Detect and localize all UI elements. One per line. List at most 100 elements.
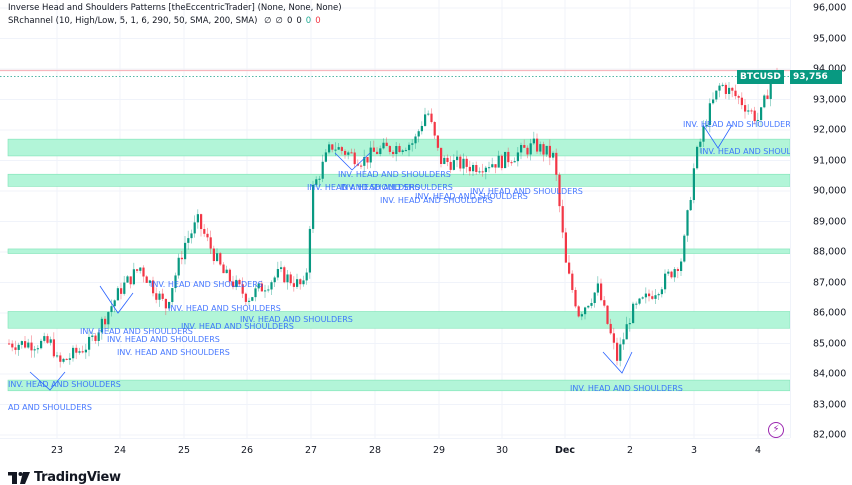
candle bbox=[545, 145, 548, 155]
candle bbox=[619, 344, 622, 361]
candle bbox=[484, 167, 487, 173]
time-tick-label: 23 bbox=[50, 445, 64, 456]
candle bbox=[155, 293, 158, 300]
candle bbox=[209, 237, 212, 249]
candle bbox=[97, 332, 100, 341]
price-axis[interactable]: 96,000 95,000 94,000 93,000 92,000 91,000 90,0… bbox=[790, 0, 852, 441]
candle bbox=[654, 295, 657, 299]
candle bbox=[116, 288, 119, 301]
lightning-icon[interactable]: ⚡ bbox=[768, 422, 784, 438]
candle bbox=[20, 341, 23, 345]
indicator-legend: Inverse Head and Shoulders Patterns [the… bbox=[8, 2, 342, 28]
candle bbox=[244, 293, 247, 302]
candle bbox=[395, 146, 398, 155]
candle bbox=[683, 235, 686, 262]
candle bbox=[411, 143, 414, 145]
candle bbox=[571, 273, 574, 290]
legend-indicator-ihs[interactable]: Inverse Head and Shoulders Patterns [the… bbox=[8, 2, 342, 15]
candle bbox=[340, 147, 343, 151]
time-axis[interactable]: 23 24 25 26 27 28 29 30 Dec 2 3 4 bbox=[0, 438, 790, 462]
pattern-annotation: INV. HEAD AND SHOULDERS bbox=[700, 147, 790, 156]
candle bbox=[337, 147, 340, 150]
price-tick-label: 82,000 bbox=[813, 429, 847, 441]
pattern-annotation: INV. HEAD AND SHOULDERS bbox=[340, 183, 453, 192]
pattern-annotation: INV. HEAD AND SHOULDERS bbox=[8, 380, 121, 389]
candle bbox=[424, 114, 427, 126]
candle bbox=[507, 151, 510, 163]
candle bbox=[555, 152, 558, 175]
candle bbox=[635, 303, 638, 305]
candle bbox=[539, 144, 542, 152]
last-price-value: 93,756 bbox=[793, 72, 828, 82]
time-tick-label: 2 bbox=[626, 445, 634, 456]
candle bbox=[420, 125, 423, 132]
candle bbox=[494, 164, 497, 168]
candle bbox=[472, 164, 475, 172]
candle bbox=[81, 351, 84, 353]
candle bbox=[225, 269, 228, 274]
candle bbox=[212, 248, 215, 262]
candle bbox=[686, 210, 689, 236]
candle bbox=[347, 152, 350, 155]
candle bbox=[568, 262, 571, 274]
candle bbox=[78, 351, 81, 353]
pattern-annotation: INV. HEAD AND SHOULDERS bbox=[181, 322, 294, 331]
candle bbox=[712, 99, 715, 104]
price-tick-label: 85,000 bbox=[813, 338, 847, 349]
symbol-ticker: BTCUSD bbox=[740, 72, 781, 82]
candle bbox=[616, 342, 619, 361]
candle bbox=[145, 276, 148, 283]
pattern-annotation: INV. HEAD AND SHOULDERS bbox=[117, 348, 230, 357]
candle bbox=[161, 293, 164, 299]
candle bbox=[593, 292, 596, 304]
last-price-label: 93,756 bbox=[790, 70, 842, 84]
candle bbox=[136, 269, 139, 271]
candle bbox=[667, 271, 670, 274]
candle bbox=[718, 85, 721, 91]
candle bbox=[606, 305, 609, 324]
candle bbox=[436, 135, 439, 148]
candle bbox=[590, 303, 593, 306]
pattern-annotation: INV. HEAD AND SHOULDERS bbox=[683, 120, 790, 129]
candle bbox=[132, 269, 135, 285]
time-tick-label: 24 bbox=[113, 445, 127, 456]
sr-zone bbox=[7, 311, 790, 329]
candle bbox=[552, 152, 555, 158]
candle bbox=[564, 232, 567, 263]
candle bbox=[40, 340, 43, 349]
candle bbox=[657, 294, 660, 296]
candle bbox=[107, 312, 110, 325]
candle bbox=[129, 276, 132, 285]
candle bbox=[715, 90, 718, 100]
candle bbox=[280, 267, 283, 270]
price-tick-label: 93,000 bbox=[813, 94, 847, 105]
chart-plot-area[interactable]: INV. HEAD AND SHOULDERS AD AND SHOULDERS I… bbox=[0, 0, 790, 438]
candle bbox=[449, 161, 452, 170]
candle bbox=[632, 303, 635, 324]
candle bbox=[702, 126, 705, 142]
time-tick-label: Dec bbox=[555, 445, 575, 456]
candle bbox=[676, 269, 679, 271]
candle bbox=[497, 155, 500, 168]
candle bbox=[580, 314, 583, 317]
candlestick-chart[interactable]: INV. HEAD AND SHOULDERS AD AND SHOULDERS I… bbox=[0, 0, 790, 438]
candle bbox=[126, 276, 129, 283]
candle bbox=[72, 347, 75, 359]
candle bbox=[708, 103, 711, 125]
candle bbox=[596, 283, 599, 293]
legend-indicator-srchannel-values: ∅ ∅ 0 0 0 0 bbox=[260, 16, 321, 26]
pattern-annotation: INV. HEAD AND SHOULDERS bbox=[80, 327, 193, 336]
candle bbox=[577, 306, 580, 317]
candle bbox=[433, 122, 436, 136]
candle bbox=[452, 160, 455, 170]
candle bbox=[283, 267, 286, 283]
candle bbox=[510, 162, 513, 164]
price-tick-label: 84,000 bbox=[813, 368, 847, 380]
candle bbox=[734, 90, 737, 97]
candle bbox=[516, 152, 519, 162]
candle bbox=[174, 275, 177, 289]
candle bbox=[91, 335, 94, 337]
candle bbox=[366, 157, 369, 163]
chart-frame: INV. HEAD AND SHOULDERS AD AND SHOULDERS I… bbox=[0, 0, 852, 462]
legend-indicator-srchannel[interactable]: SRchannel (10, High/Low, 5, 1, 6, 290, 5… bbox=[8, 15, 342, 28]
